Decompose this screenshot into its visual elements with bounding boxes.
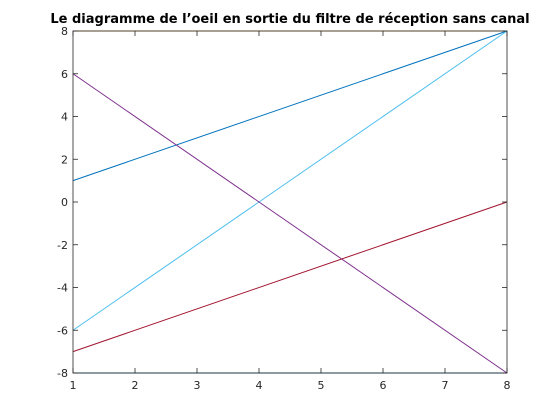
x-tick-label: 7	[442, 379, 449, 392]
chart-title: Le diagramme de l’oeil en sortie du filt…	[50, 12, 529, 27]
y-tick-label: 8	[61, 25, 68, 38]
x-tick-label: 1	[70, 379, 77, 392]
y-tick-label: -8	[57, 367, 68, 380]
x-tick-label: 6	[380, 379, 387, 392]
y-tick-label: 0	[61, 196, 68, 209]
series-line-3	[72, 73, 508, 374]
axes-layer: 1 2 3 4 5 6 7 8 -8 -6 -4 -2 0 2 4 6 8	[57, 25, 510, 392]
y-tick-label: 6	[61, 68, 68, 81]
series-line-1	[72, 30, 508, 182]
plot-area	[73, 31, 507, 373]
series-line-4	[72, 201, 508, 353]
x-tick-label: 4	[256, 379, 263, 392]
y-tick-label: -2	[57, 239, 68, 252]
y-tick-label: -6	[57, 324, 68, 337]
y-tick-label: 2	[61, 153, 68, 166]
x-tick-label: 2	[132, 379, 139, 392]
x-tick-label: 3	[194, 379, 201, 392]
x-tick-label: 5	[318, 379, 325, 392]
y-tick-label: -4	[57, 282, 68, 295]
x-tick-label: 8	[504, 379, 511, 392]
y-tick-label: 4	[61, 111, 68, 124]
series-line-2	[72, 30, 508, 331]
